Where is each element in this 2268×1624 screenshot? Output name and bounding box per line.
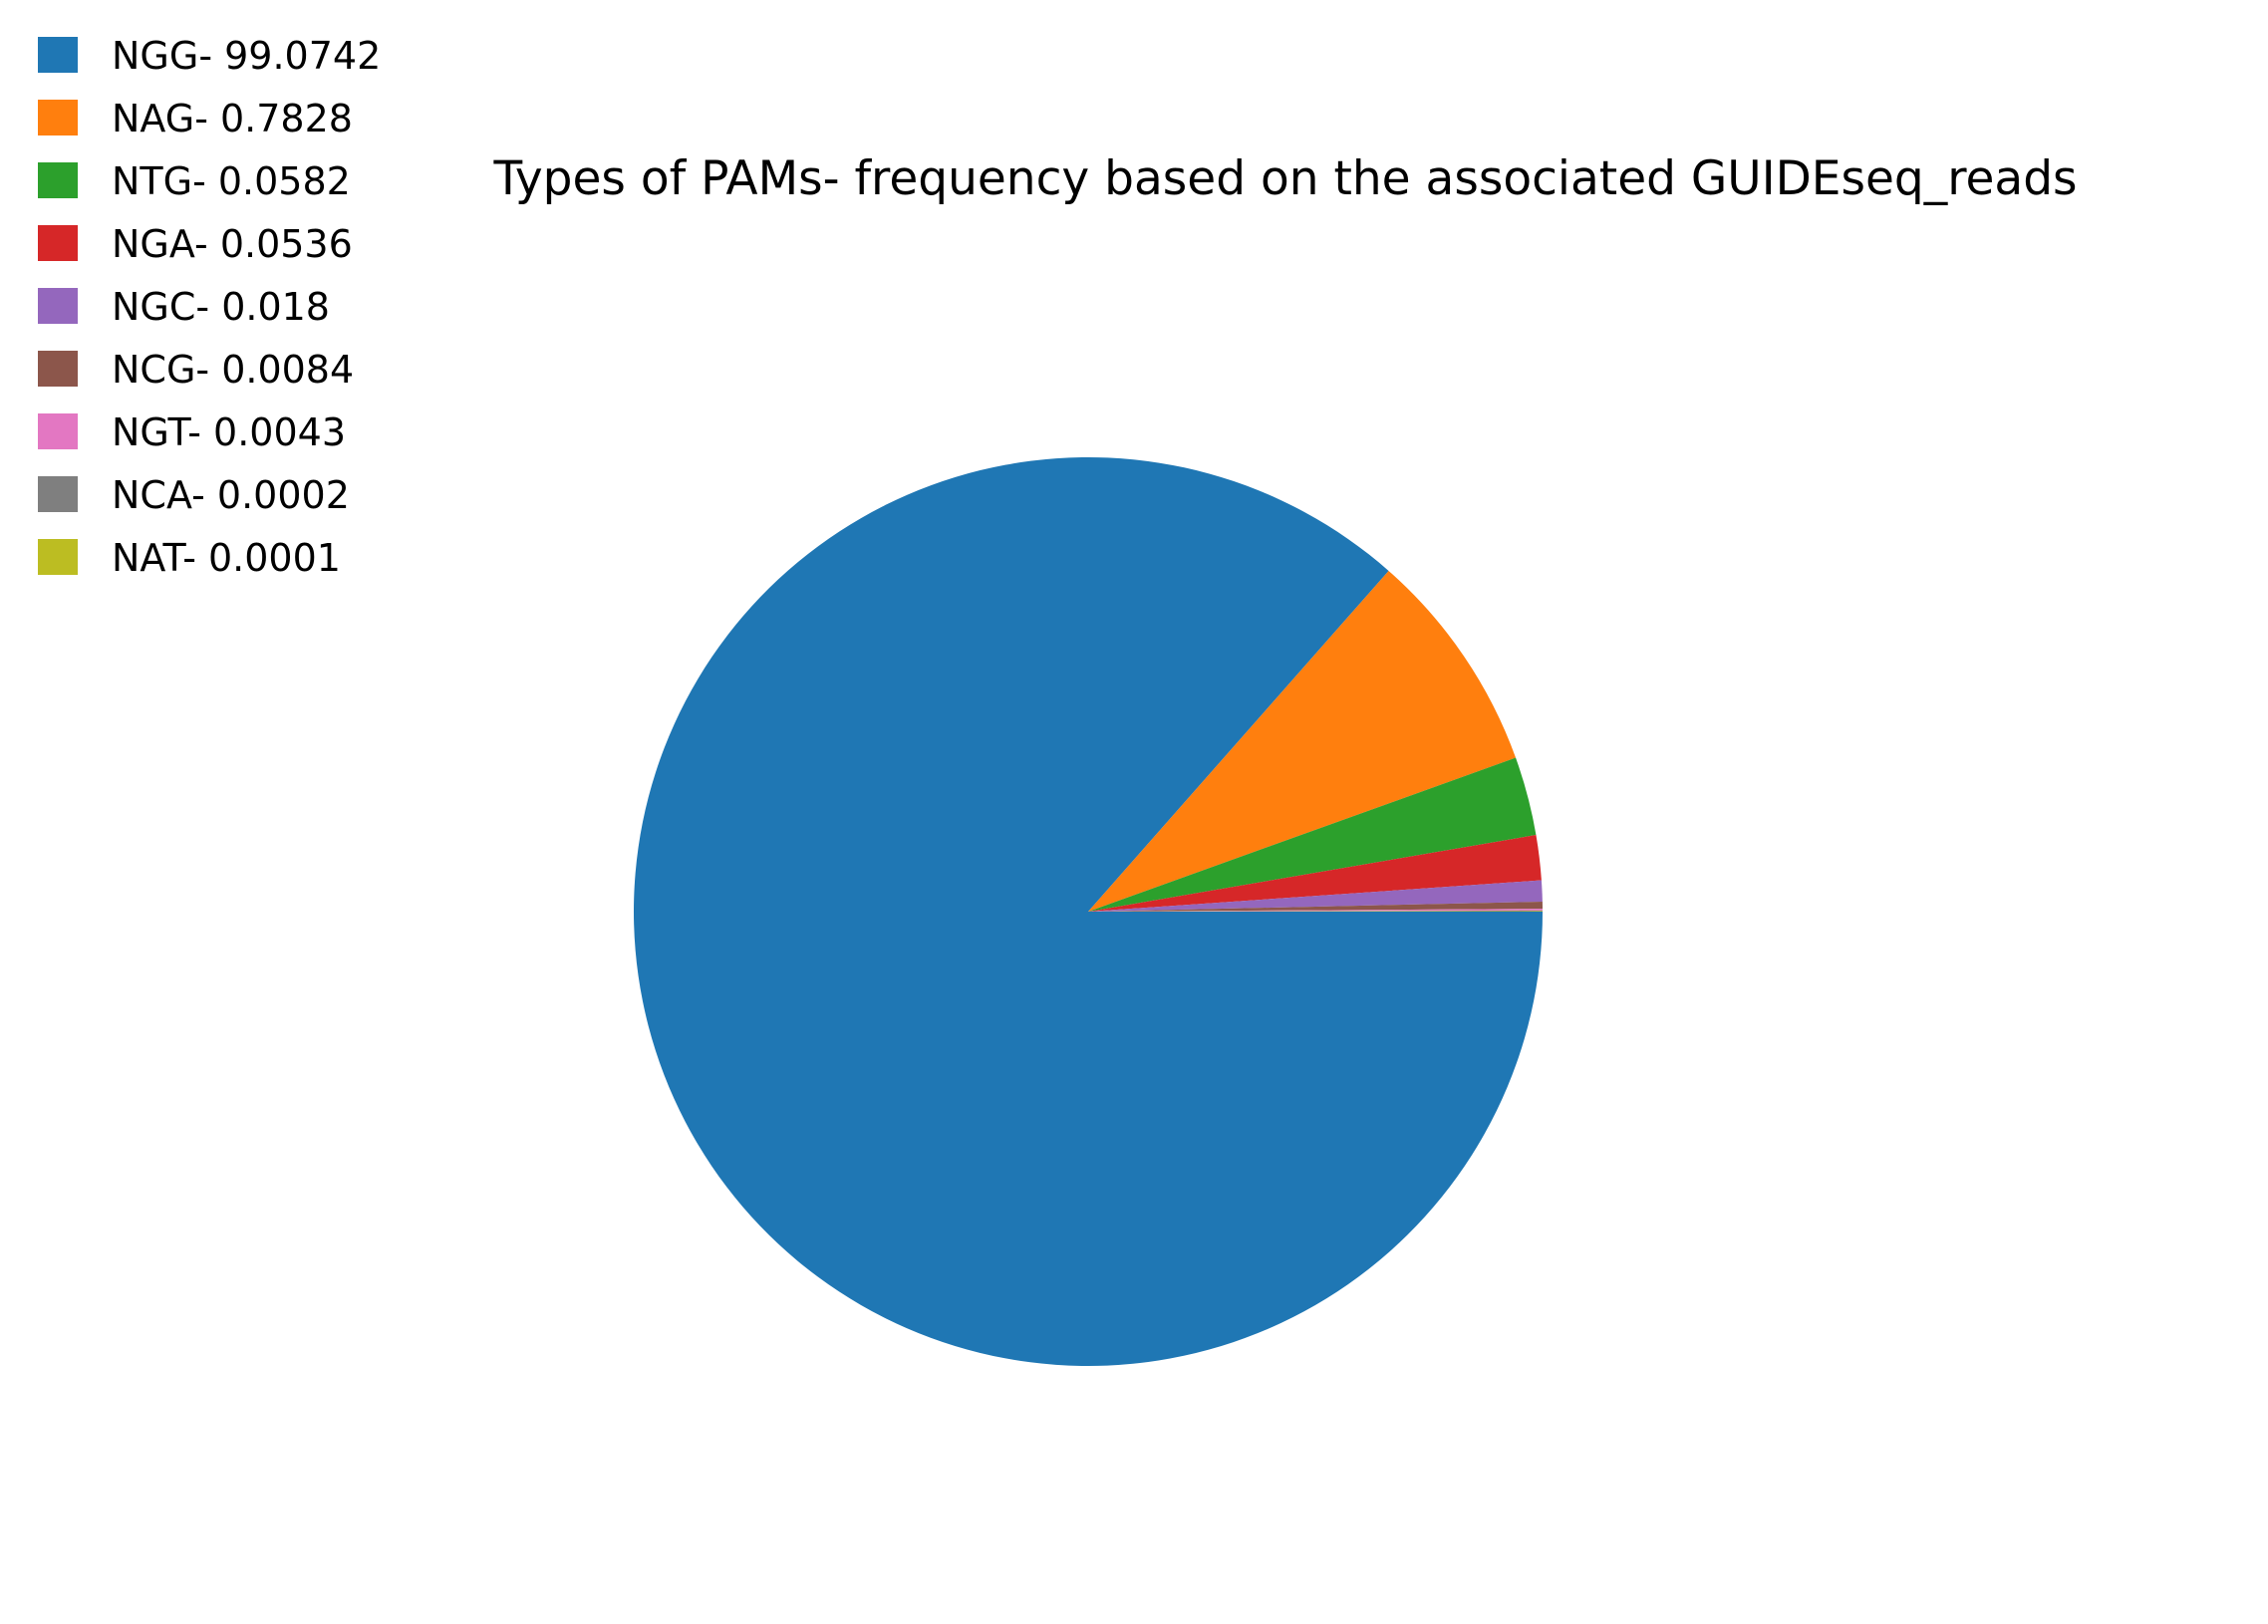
- legend-label: NAT- 0.0001: [112, 536, 341, 580]
- legend-swatch: [38, 225, 78, 261]
- pie-slice-nca: [1088, 910, 1544, 912]
- legend-swatch: [38, 351, 78, 387]
- legend-swatch: [38, 539, 78, 575]
- pie-slice-ngg: [634, 456, 1543, 1366]
- legend-label: NGA- 0.0536: [112, 222, 353, 266]
- chart-title: Types of PAMs- frequency based on the as…: [492, 151, 2077, 206]
- legend-swatch: [38, 413, 78, 449]
- legend-swatch: [38, 37, 78, 73]
- legend-swatch: [38, 288, 78, 324]
- pie-slice-nag: [1088, 570, 1517, 912]
- legend-swatch: [38, 162, 78, 198]
- pie-slice-ngt: [1088, 909, 1543, 912]
- legend-label: NTG- 0.0582: [112, 159, 351, 203]
- pie-slice-nat: [1088, 911, 1544, 912]
- legend-label: NCA- 0.0002: [112, 473, 350, 517]
- legend-swatch: [38, 100, 78, 135]
- legend-label: NAG- 0.7828: [112, 97, 353, 140]
- legend-label: NGC- 0.018: [112, 285, 330, 329]
- legend-swatch: [38, 476, 78, 512]
- legend-label: NCG- 0.0084: [112, 348, 354, 392]
- legend: NGG- 99.0742 NAG- 0.7828 NTG- 0.0582 NGA- 0…: [38, 34, 381, 580]
- legend-label: NGT- 0.0043: [112, 410, 346, 454]
- legend-label: NGG- 99.0742: [112, 34, 381, 78]
- pie-slice-ntg: [1088, 757, 1537, 912]
- pie-slice-nga: [1088, 835, 1542, 912]
- pie-slices: [634, 456, 1544, 1366]
- pie-slice-ncg: [1088, 901, 1543, 912]
- pie-slice-ngc: [1088, 880, 1543, 912]
